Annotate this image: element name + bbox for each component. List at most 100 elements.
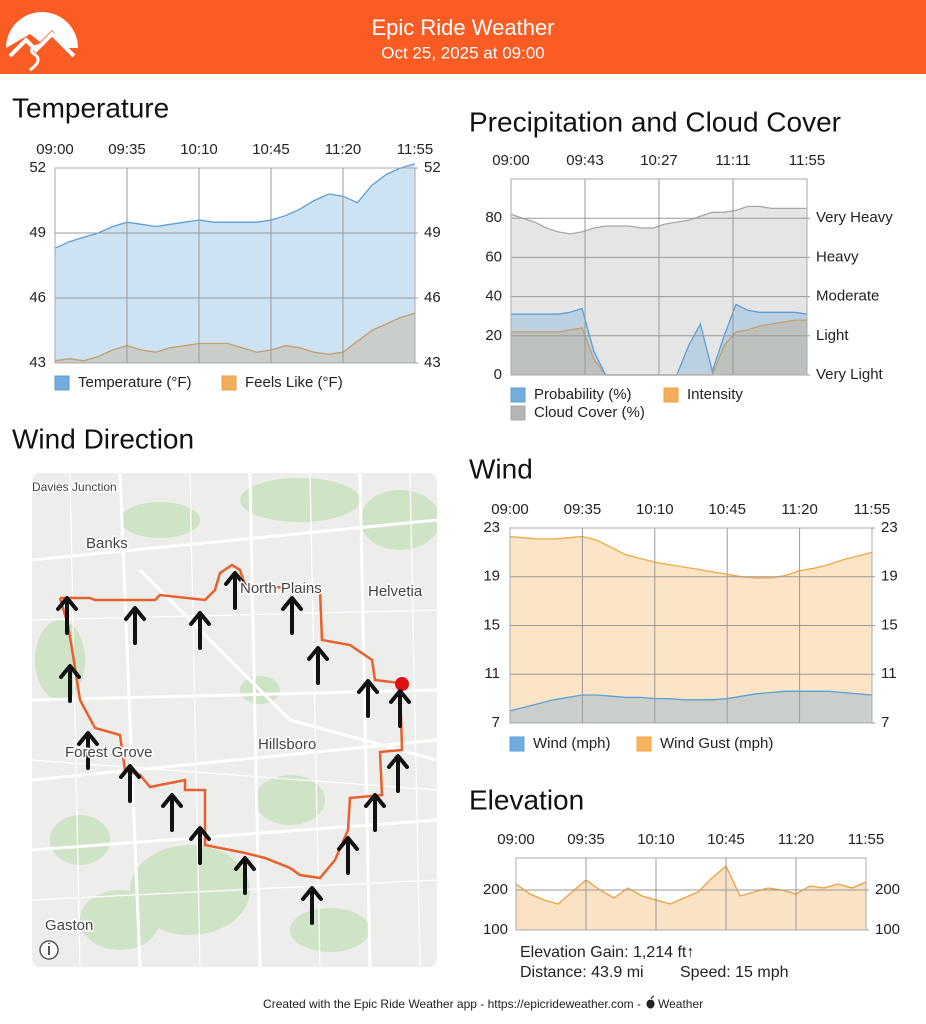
- x-tick-label: 10:10: [636, 501, 674, 518]
- y2-tick-label: Very Heavy: [816, 209, 893, 226]
- x-tick-label: 09:00: [492, 152, 530, 169]
- area: [510, 536, 872, 723]
- header-title: Epic Ride Weather: [371, 15, 554, 40]
- x-tick-label: 11:55: [397, 141, 433, 158]
- x-tick-label: 10:45: [707, 831, 745, 848]
- x-tick-label: 11:20: [778, 831, 814, 848]
- y-tick-label: 52: [29, 159, 46, 176]
- x-tick-label: 10:45: [252, 141, 290, 158]
- y2-tick-label: Very Light: [816, 366, 884, 383]
- y-tick-label: 100: [483, 921, 508, 938]
- y-tick-label: 0: [494, 366, 502, 383]
- legend-swatch: [509, 736, 525, 752]
- legend-swatch: [510, 387, 526, 403]
- area: [55, 163, 415, 363]
- map-label: Gaston: [45, 917, 93, 934]
- footer-brand: Weather: [658, 997, 703, 1011]
- y2-tick-label: Moderate: [816, 288, 879, 305]
- y2-tick-label: 46: [424, 289, 441, 306]
- x-tick-label: 10:10: [637, 831, 675, 848]
- y-tick-label: 23: [483, 519, 500, 536]
- x-tick-label: 11:55: [848, 831, 884, 848]
- map-label: Helvetia: [368, 583, 423, 600]
- area: [510, 691, 872, 723]
- elevation-gain: Elevation Gain: 1,214 ft↑: [520, 944, 694, 961]
- y-tick-label: 40: [485, 288, 502, 305]
- legend-label: Wind Gust (mph): [660, 735, 773, 752]
- area: [516, 866, 866, 930]
- line: [54, 163, 416, 249]
- plot-frame: [510, 178, 808, 376]
- line: [509, 690, 873, 712]
- map-label: Banks: [86, 535, 128, 552]
- x-tick-label: 11:11: [715, 152, 750, 169]
- y-tick-label: 7: [492, 714, 500, 731]
- y-tick-label: 80: [485, 209, 502, 226]
- x-tick-label: 09:35: [564, 501, 602, 518]
- x-tick-label: 09:35: [108, 141, 146, 158]
- y-tick-label: 20: [485, 327, 502, 344]
- legend-swatch: [221, 375, 237, 391]
- x-tick-label: 09:00: [36, 141, 74, 158]
- chart-title: Wind: [469, 453, 533, 484]
- map-title: Wind Direction: [12, 423, 194, 454]
- y-tick-label: 200: [483, 881, 508, 898]
- x-tick-label: 10:45: [708, 501, 746, 518]
- y-tick-label: 19: [483, 568, 500, 585]
- area: [55, 313, 415, 363]
- chart: Elevation 100 200 100 200 09:00 09:35 10:10 10:4…: [469, 784, 900, 938]
- plot-frame: [515, 857, 867, 931]
- map-label: Hillsboro: [258, 736, 316, 753]
- y2-tick-label: 200: [875, 881, 900, 898]
- x-tick-label: 10:27: [640, 152, 678, 169]
- x-tick-label: 11:55: [789, 152, 825, 169]
- chart-title: Temperature: [12, 92, 169, 123]
- y2-tick-label: 23: [881, 519, 898, 536]
- legend-label: Temperature (°F): [78, 374, 192, 391]
- legend-label: Feels Like (°F): [245, 374, 343, 391]
- x-tick-label: 09:00: [491, 501, 529, 518]
- y2-tick-label: 100: [875, 921, 900, 938]
- y2-tick-label: Heavy: [816, 248, 859, 265]
- app-logo: [6, 12, 78, 72]
- legend-swatch: [636, 736, 652, 752]
- legend-swatch: [54, 375, 70, 391]
- line: [509, 535, 873, 579]
- y2-tick-label: 43: [424, 354, 441, 371]
- x-tick-label: 09:43: [566, 152, 604, 169]
- x-tick-label: 11:55: [854, 501, 890, 518]
- brand-logo: [646, 995, 655, 1009]
- legend-label: Cloud Cover (%): [534, 404, 645, 421]
- plot-frame: [509, 527, 873, 724]
- header-subtitle: Oct 25, 2025 at 09:00: [381, 43, 545, 62]
- x-tick-label: 11:20: [781, 501, 817, 518]
- map: Davies Junction Banks North Plains Helve…: [32, 473, 437, 967]
- y-tick-label: 15: [483, 616, 500, 633]
- map-label: North Plains: [240, 580, 322, 597]
- y2-tick-label: 49: [424, 224, 441, 241]
- speed: Speed: 15 mph: [680, 964, 789, 981]
- y-tick-label: 46: [29, 289, 46, 306]
- legend-label: Intensity: [687, 386, 743, 403]
- chart-title: Precipitation and Cloud Cover: [469, 106, 841, 137]
- x-tick-label: 09:00: [497, 831, 535, 848]
- legend-label: Probability (%): [534, 386, 632, 403]
- chart-title: Elevation: [469, 784, 584, 815]
- y2-tick-label: 11: [881, 665, 897, 682]
- y-tick-label: 43: [29, 354, 46, 371]
- header-bar: [0, 0, 926, 74]
- x-tick-label: 10:10: [180, 141, 218, 158]
- legend-label: Wind (mph): [533, 735, 611, 752]
- legend-swatch: [510, 405, 526, 421]
- x-tick-label: 09:35: [567, 831, 605, 848]
- y-tick-label: 49: [29, 224, 46, 241]
- y2-tick-label: 19: [881, 568, 898, 585]
- y2-tick-label: 52: [424, 159, 441, 176]
- y-tick-label: 60: [485, 248, 502, 265]
- footer-text: Created with the Epic Ride Weather app -…: [263, 997, 641, 1011]
- y2-tick-label: Light: [816, 327, 849, 344]
- y2-tick-label: 7: [881, 714, 889, 731]
